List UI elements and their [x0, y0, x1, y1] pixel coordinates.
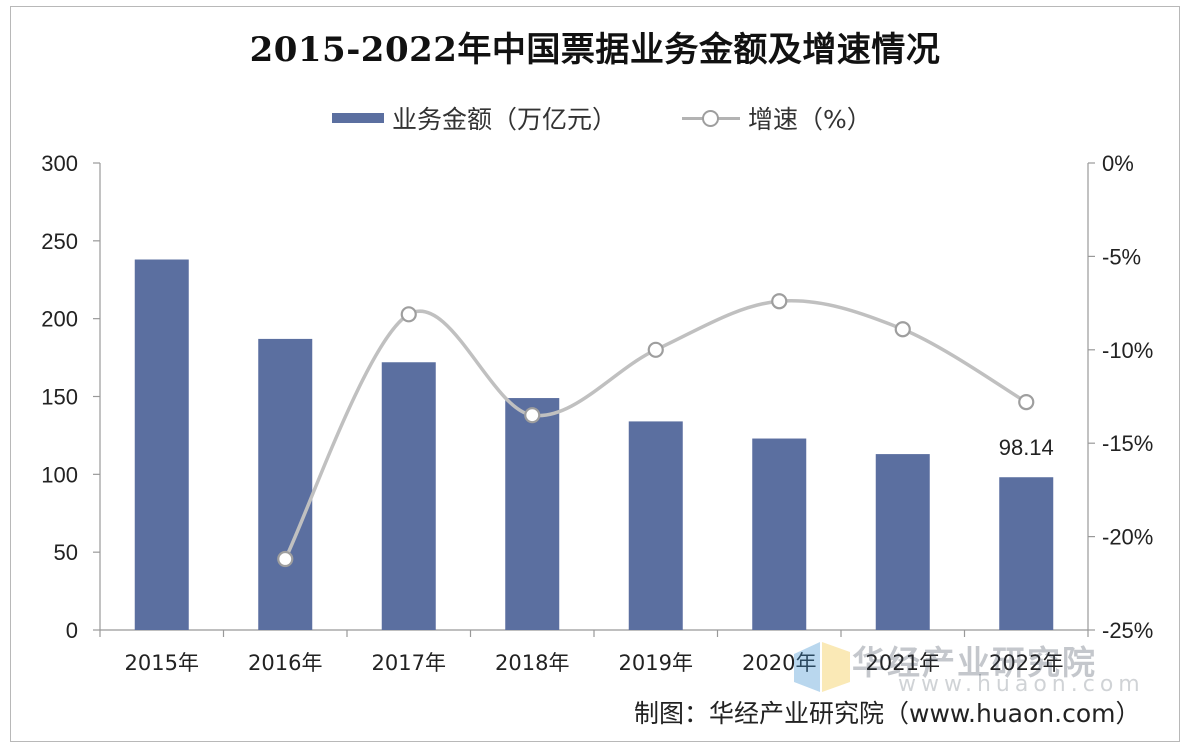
watermark-url: www.huaon.com — [898, 672, 1145, 697]
bar-amount-2018年 — [505, 398, 560, 630]
right-axis-tick-label: -20% — [1102, 525, 1153, 550]
bar-amount-2019年 — [628, 421, 683, 630]
x-axis-category-label: 2022年 — [989, 651, 1063, 675]
growth-point-2016年 — [277, 550, 294, 568]
bar-amount-2017年 — [381, 362, 436, 630]
x-axis-category-label: 2020年 — [742, 651, 816, 675]
chart-legend: 业务金额（万亿元） 增速（%） — [0, 100, 1190, 140]
growth-point-2018年 — [524, 407, 541, 424]
x-axis-category-label: 2016年 — [248, 651, 322, 675]
x-axis-category-label: 2019年 — [619, 651, 693, 675]
right-axis-tick-label: -10% — [1102, 338, 1153, 363]
left-axis-tick-label: 0 — [66, 618, 78, 643]
right-axis-tick-label: -25% — [1102, 618, 1153, 643]
right-axis-tick-label: -15% — [1102, 431, 1153, 456]
legend-item-amount: 业务金额（万亿元） — [332, 100, 617, 136]
growth-point-2017年 — [400, 306, 417, 323]
x-axis-category-label: 2017年 — [372, 651, 446, 675]
x-axis-category-label: 2021年 — [866, 651, 940, 675]
left-axis-tick-label: 300 — [41, 151, 78, 176]
right-axis-tick-label: -5% — [1102, 244, 1141, 269]
bar-amount-2020年 — [752, 438, 807, 630]
left-axis-tick-label: 250 — [41, 229, 78, 254]
legend-line-swatch — [682, 108, 740, 128]
chart-title: 2015-2022年中国票据业务金额及增速情况 — [249, 30, 941, 70]
legend-item-growth: 增速（%） — [682, 100, 872, 136]
x-axis-category-label: 2015年 — [125, 651, 199, 675]
bar-amount-2022年 — [999, 477, 1054, 630]
left-axis-tick-label: 50 — [54, 540, 78, 565]
growth-point-2021年 — [894, 321, 911, 338]
growth-point-2020年 — [771, 293, 788, 310]
growth-point-2022年 — [1018, 394, 1035, 411]
left-axis-tick-label: 200 — [41, 307, 78, 332]
growth-point-2019年 — [647, 341, 664, 358]
legend-label-growth: 增速（%） — [748, 105, 872, 134]
right-axis-tick-label: 0% — [1102, 151, 1134, 176]
bar-amount-2021年 — [875, 454, 930, 630]
left-axis-tick-label: 150 — [41, 385, 78, 410]
source-credit: 制图：华经产业研究院（www.huaon.com） — [634, 699, 1141, 728]
watermark-logo-icon — [792, 636, 852, 696]
legend-bar-swatch — [332, 113, 384, 123]
left-axis-tick-label: 100 — [41, 462, 78, 487]
data-label-amount: 98.14 — [999, 435, 1054, 460]
watermark-name: 华经产业研究院 — [852, 643, 1097, 682]
bar-amount-2016年 — [258, 338, 313, 630]
legend-label-amount: 业务金额（万亿元） — [392, 105, 618, 134]
x-axis-category-label: 2018年 — [495, 651, 569, 675]
bar-amount-2015年 — [134, 259, 189, 630]
